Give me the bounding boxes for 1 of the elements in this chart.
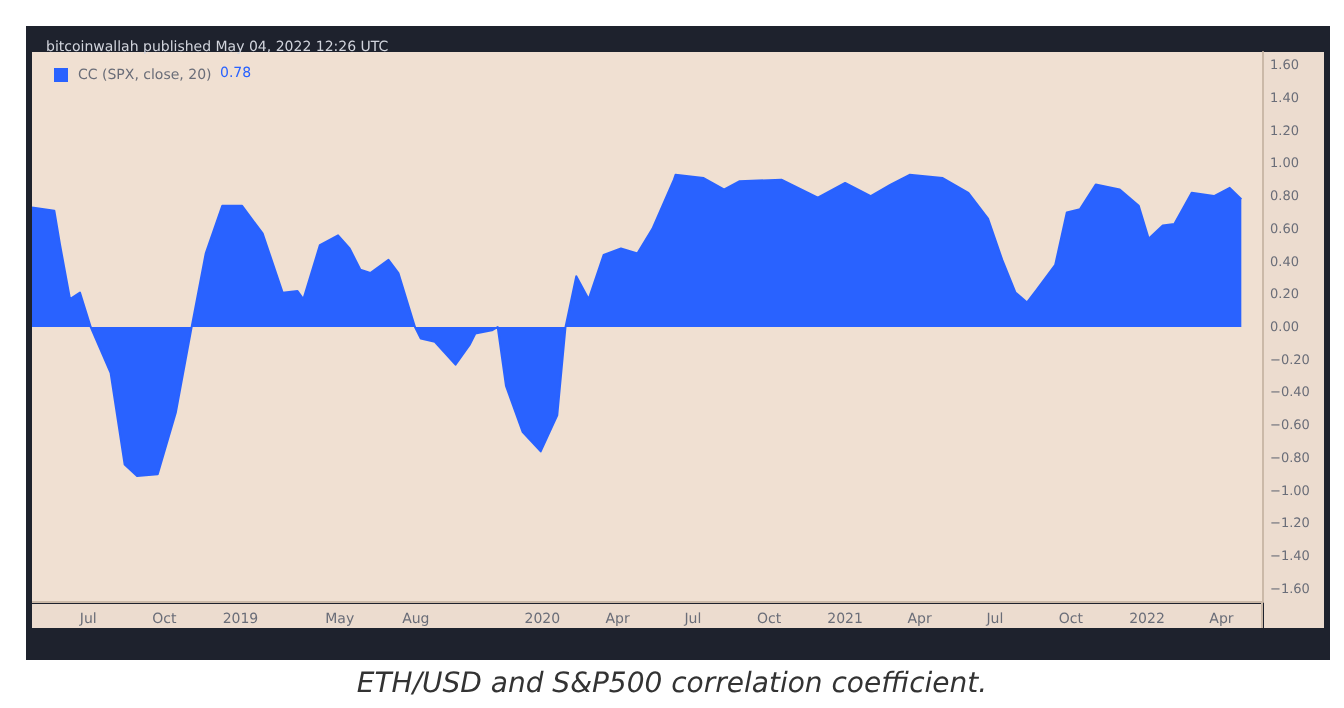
text: ETH/USD and S&P500 correlation coefficient. xyxy=(356,668,988,700)
